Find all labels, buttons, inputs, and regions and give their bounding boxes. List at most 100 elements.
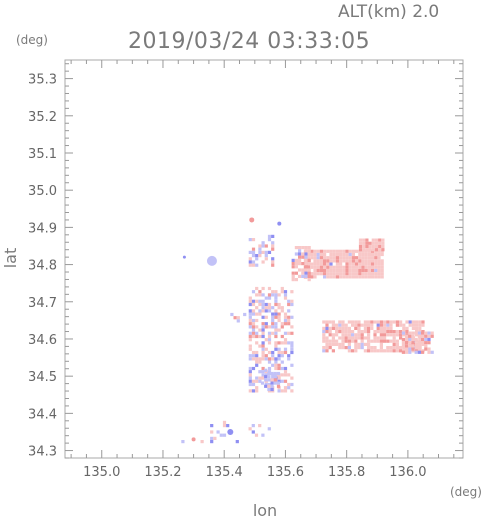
echo-cell [329, 275, 333, 279]
echo-cell [283, 370, 288, 374]
echo-cell [379, 349, 383, 353]
echo-cell [233, 316, 237, 320]
echo-cell [298, 274, 302, 278]
echo-cell [267, 250, 272, 254]
echo-cell [363, 342, 367, 346]
echo-cell [424, 341, 428, 345]
echo-cell [261, 315, 265, 319]
echo-cell [258, 254, 262, 258]
echo-cell [355, 256, 359, 260]
echo-cell [364, 272, 368, 276]
echo-cell [377, 265, 381, 269]
echo-cell [258, 312, 262, 316]
echo-cell [322, 346, 326, 350]
echo-cell [181, 440, 185, 444]
echo-cell [332, 275, 336, 279]
echo-cell [348, 262, 352, 266]
echo-cell [287, 315, 291, 319]
echo-cell [421, 320, 425, 324]
echo-cell [271, 363, 275, 367]
echo-cell [280, 366, 284, 371]
echo-cell [355, 249, 359, 253]
echo-cell [274, 299, 278, 303]
echo-cell [326, 256, 330, 260]
echo-cell [389, 346, 393, 350]
echo-cell [248, 366, 252, 371]
echo-cell [283, 312, 288, 316]
echo-cell [395, 349, 399, 353]
radar-echoes [181, 217, 434, 444]
echo-cell [307, 278, 311, 282]
echo-cell [339, 256, 343, 260]
echo-cell [357, 326, 361, 330]
echo-cell [248, 250, 252, 254]
echo-cell [383, 326, 387, 330]
echo-cell [271, 312, 275, 316]
echo-cell [319, 272, 323, 276]
echo-cell [273, 381, 277, 385]
echo-cell [348, 252, 352, 257]
echo-cell [307, 271, 311, 275]
echo-cell [248, 238, 252, 242]
echo-cell [361, 252, 365, 257]
echo-cell [360, 339, 364, 343]
echo-cell [280, 286, 284, 291]
echo-cell [291, 278, 295, 282]
echo-cell [267, 360, 272, 364]
echo-cell [271, 331, 275, 335]
echo-cell [219, 433, 223, 437]
echo-cell [392, 349, 396, 353]
echo-cell [258, 302, 262, 307]
echo-cell [310, 249, 314, 253]
echo-cell [248, 325, 252, 329]
echo-cell [421, 342, 425, 346]
echo-cell [332, 249, 336, 253]
echo-cell [283, 386, 288, 390]
echo-cell [338, 336, 342, 340]
echo-cell [351, 259, 355, 263]
echo-cell [276, 371, 281, 376]
echo-cell [287, 386, 291, 390]
echo-cell [363, 349, 367, 353]
echo-cell [360, 330, 364, 334]
echo-cell [362, 244, 366, 249]
echo-cell [255, 331, 259, 335]
echo-cell [290, 347, 294, 351]
echo-cell [264, 257, 268, 261]
echo-cell [335, 330, 339, 334]
echo-cell [301, 268, 305, 272]
echo-cell [367, 330, 371, 334]
echo-cell [354, 323, 358, 327]
echo-cell [351, 275, 355, 279]
echo-cell [430, 331, 434, 335]
echo-cell [361, 268, 365, 273]
echo-cell [261, 306, 265, 310]
echo-cell [417, 344, 421, 348]
echo-cell [374, 241, 379, 245]
echo-cell [328, 346, 332, 350]
echo-cell [339, 275, 343, 279]
echo-cell [290, 290, 294, 294]
echo-cell [307, 258, 311, 262]
echo-cell [345, 252, 349, 257]
echo-cell [367, 275, 371, 279]
echo-cell [348, 256, 352, 260]
echo-cell [258, 424, 262, 428]
echo-cell [323, 268, 327, 273]
echo-cell [355, 265, 359, 269]
echo-cell [402, 326, 406, 330]
echo-cell [271, 376, 275, 380]
echo-cell [283, 293, 288, 297]
echo-cell [338, 320, 342, 324]
echo-cell [389, 339, 393, 343]
echo-cell [367, 346, 371, 350]
echo-cell [377, 272, 381, 276]
echo-cell [304, 262, 308, 266]
echo-cell [271, 257, 275, 261]
echo-cell [258, 328, 262, 332]
echo-cell [307, 249, 311, 253]
echo-cell [267, 306, 272, 310]
echo-cell [319, 249, 323, 253]
echo-cell [301, 255, 305, 259]
echo-cell [313, 268, 317, 273]
